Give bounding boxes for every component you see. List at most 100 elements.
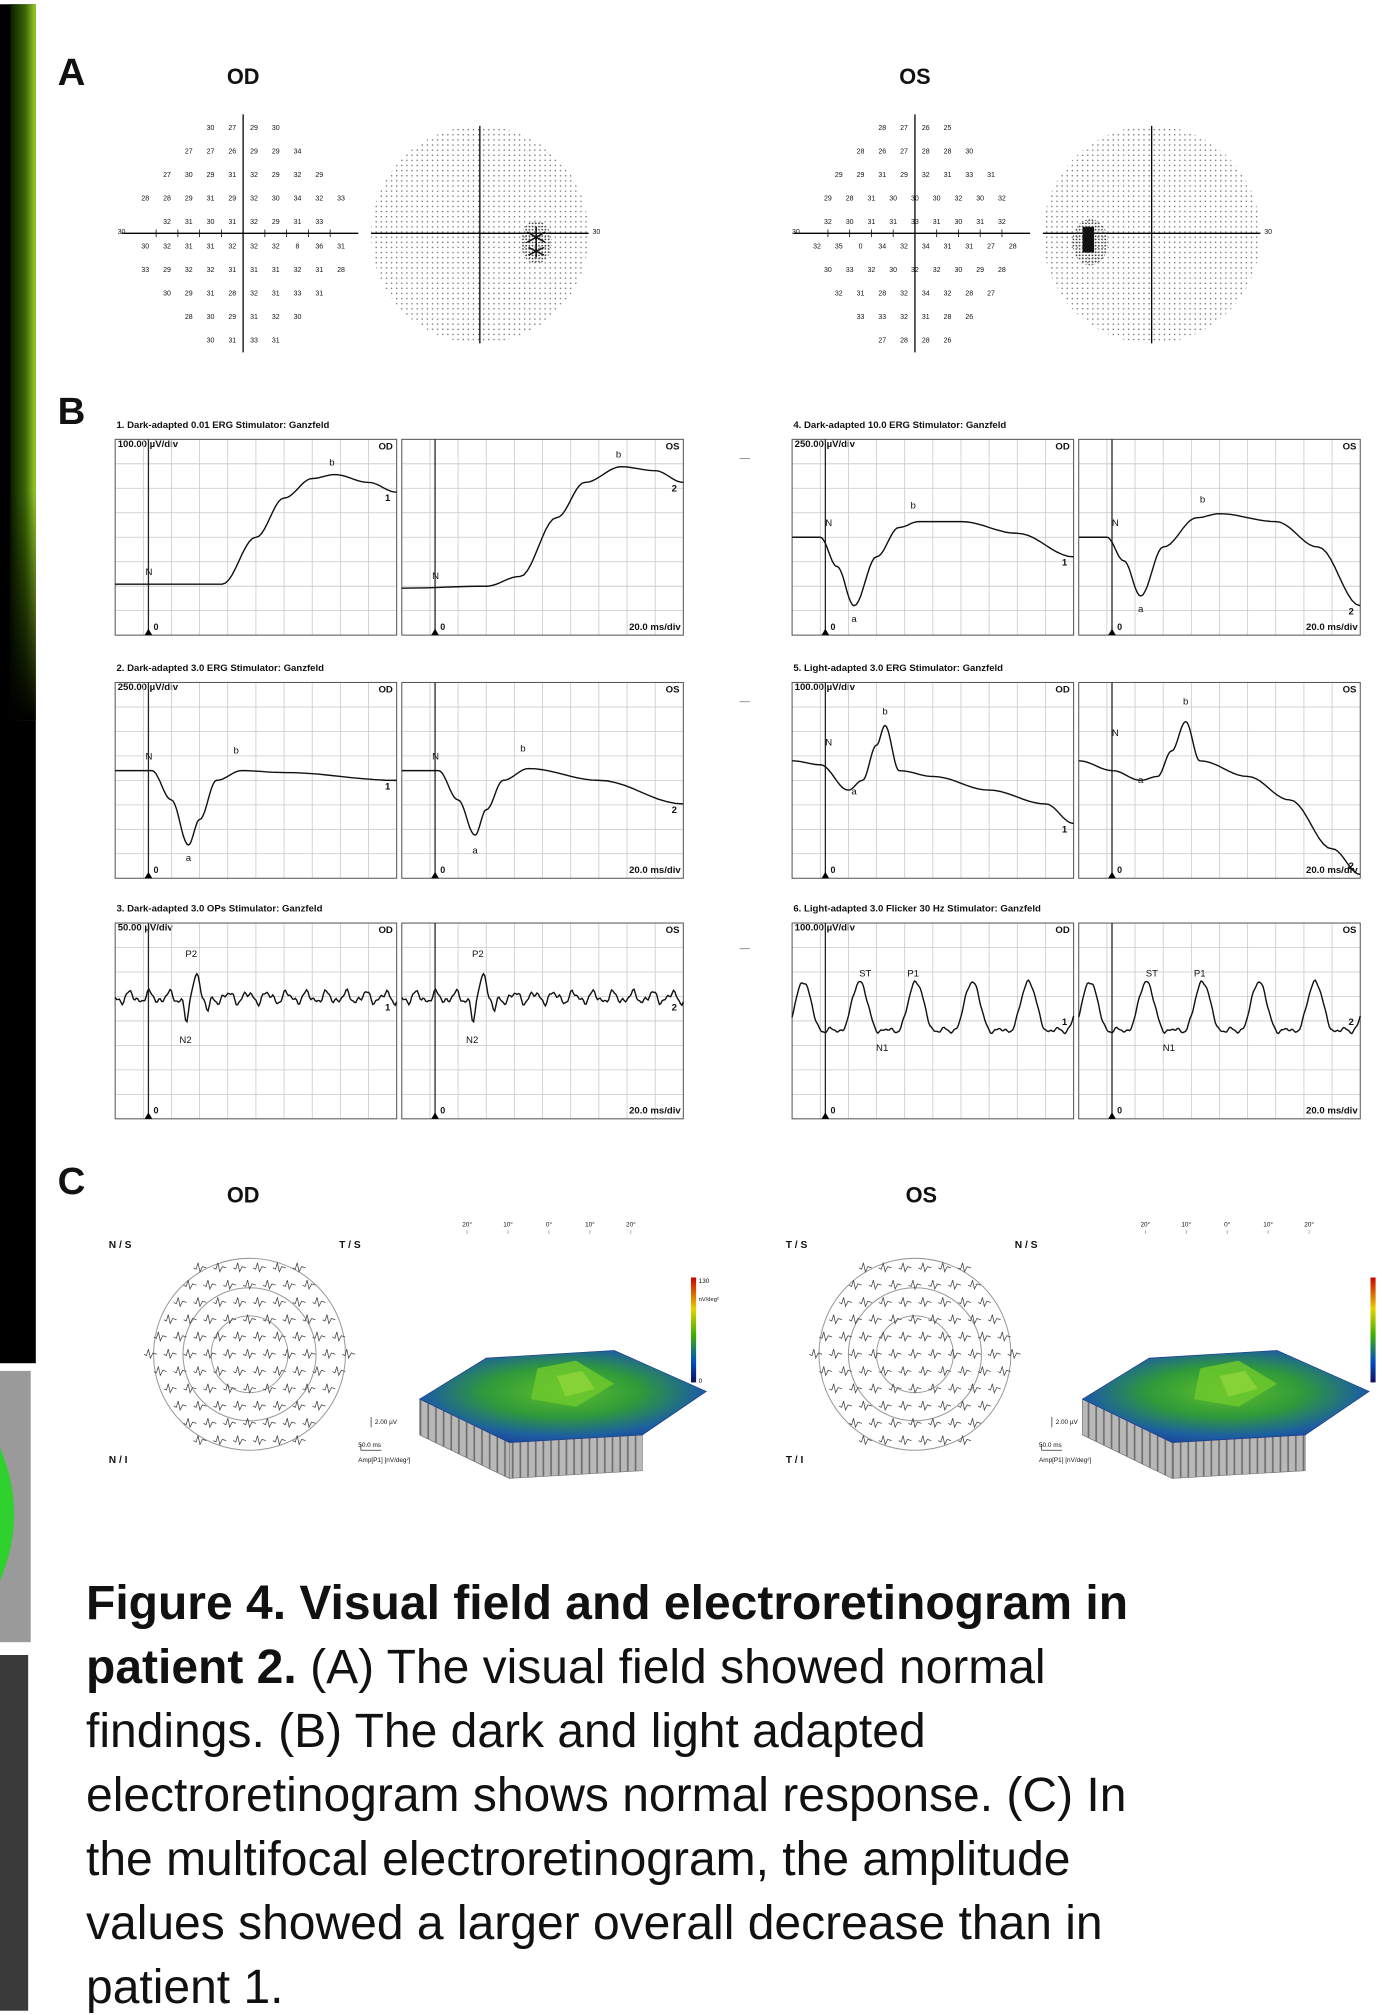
wave-label: N [825, 738, 832, 749]
threshold-value: 32 [813, 244, 821, 251]
local-response [213, 1436, 226, 1445]
threshold-value: 29 [976, 267, 984, 274]
threshold-value: 30 [911, 196, 919, 203]
threshold-value: 27 [900, 125, 908, 132]
threshold-value: 32 [900, 244, 908, 251]
figure-caption: Figure 4. Visual field and electroretino… [86, 1572, 1128, 2015]
local-response [829, 1315, 842, 1324]
threshold-value: 31 [987, 172, 995, 179]
threshold-value: 28 [1009, 244, 1017, 251]
panel-b: B1. Dark-adapted 0.01 ERG Stimulator: Ga… [58, 390, 1361, 1119]
threshold-value: 25 [944, 125, 952, 132]
eye-title: OD [227, 1183, 260, 1208]
local-response [203, 1349, 216, 1358]
local-response [233, 1332, 246, 1341]
threshold-value: 33 [315, 219, 323, 226]
local-response [1008, 1349, 1021, 1358]
threshold-value: 32 [250, 219, 258, 226]
local-response [184, 1280, 197, 1289]
stimulus-marker [145, 1112, 153, 1118]
stimulus-marker [431, 1112, 439, 1118]
local-response [293, 1332, 306, 1341]
threshold-value: 30 [272, 125, 280, 132]
local-response [958, 1263, 971, 1272]
threshold-value: 34 [294, 196, 302, 203]
axis-caption: Amp[P1] [nV/deg²] [358, 1457, 410, 1464]
quadrant-label: N / S [1015, 1240, 1038, 1251]
threshold-value: 28 [857, 149, 865, 156]
test-title: 5. Light-adapted 3.0 ERG Stimulator: Gan… [793, 663, 1003, 674]
local-response [164, 1384, 177, 1393]
wave-label: N [145, 567, 152, 578]
caption-line: patient 2.(A) The visual field showed no… [86, 1636, 1128, 1700]
local-response [144, 1349, 157, 1358]
local-response [869, 1384, 882, 1393]
colorbar-label: 130 [699, 1278, 710, 1285]
threshold-value: 31 [250, 267, 258, 274]
local-response [293, 1366, 306, 1375]
local-response [948, 1315, 961, 1324]
threshold-value: 31 [337, 244, 345, 251]
degree-tick: 10° [503, 1221, 513, 1229]
amplitude-scale: 2.00 µV [375, 1419, 398, 1426]
local-response [849, 1280, 862, 1289]
threshold-value: 33 [857, 314, 865, 321]
threshold-value: 30 [207, 337, 215, 344]
wave-label: ST [1146, 968, 1158, 979]
threshold-value: 31 [207, 244, 215, 251]
stimulus-marker [431, 629, 439, 635]
trace-number: 2 [672, 805, 677, 816]
axis-end-label: 30 [1264, 229, 1272, 236]
test-title: 2. Dark-adapted 3.0 ERG Stimulator: Ganz… [116, 663, 324, 674]
threshold-value: 31 [185, 219, 193, 226]
threshold-value: 29 [315, 172, 323, 179]
local-response [303, 1315, 316, 1324]
threshold-value: 28 [944, 314, 952, 321]
erg-box-os: 0OS20.0 ms/div2Nab [1079, 439, 1361, 635]
local-response [203, 1280, 216, 1289]
threshold-value: 31 [315, 290, 323, 297]
threshold-value: 32 [955, 196, 963, 203]
local-response [322, 1384, 335, 1393]
threshold-value: 31 [868, 219, 876, 226]
threshold-value: 28 [922, 149, 930, 156]
wave-label: a [1138, 604, 1144, 615]
caption-text: values showed a larger overall decrease … [86, 1897, 1103, 1950]
local-response [928, 1280, 941, 1289]
local-response [253, 1401, 266, 1410]
panel-label: C [58, 1160, 86, 1203]
wave-label: b [1200, 495, 1205, 506]
local-response [233, 1436, 246, 1445]
threshold-value: 28 [185, 314, 193, 321]
threshold-value: 29 [900, 172, 908, 179]
local-response [313, 1401, 326, 1410]
wave-label: N [432, 751, 439, 762]
threshold-value: 27 [987, 244, 995, 251]
threshold-value: 28 [922, 337, 930, 344]
threshold-value: 32 [900, 314, 908, 321]
threshold-value: 31 [878, 172, 886, 179]
local-response [829, 1349, 842, 1358]
ring [154, 1258, 346, 1450]
local-response [889, 1280, 902, 1289]
trace-number: 2 [1349, 607, 1354, 618]
local-response [253, 1263, 266, 1272]
threshold-value: 32 [250, 290, 258, 297]
threshold-value: 31 [228, 172, 236, 179]
wave-label: b [616, 450, 621, 461]
local-response [899, 1297, 912, 1306]
threshold-value: 30 [185, 172, 193, 179]
wave-label: b [234, 746, 239, 757]
stimulus-marker [431, 872, 439, 878]
local-response [203, 1315, 216, 1324]
threshold-value: 27 [207, 149, 215, 156]
local-response [948, 1418, 961, 1427]
eye-label: OD [378, 925, 392, 936]
degree-tick: 0° [546, 1221, 553, 1229]
local-response [263, 1418, 276, 1427]
threshold-value: 32 [315, 196, 323, 203]
threshold-value: 34 [294, 149, 302, 156]
local-response [968, 1315, 981, 1324]
threshold-value: 34 [922, 244, 930, 251]
